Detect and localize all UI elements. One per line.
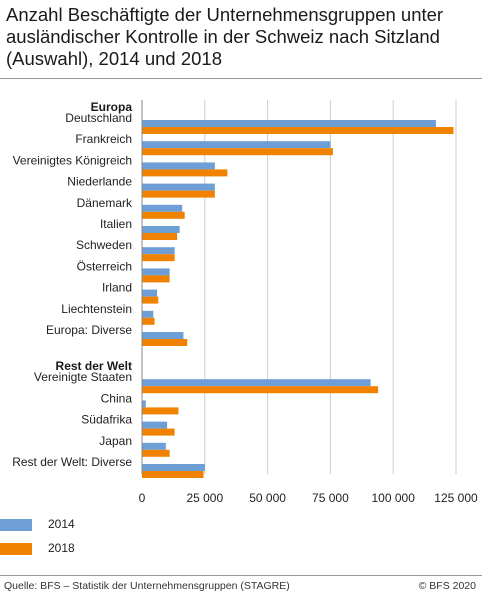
x-tick-label-1: 25 000	[186, 491, 223, 505]
category-label-deutschland: Deutschland	[65, 111, 132, 125]
footer-divider	[0, 575, 482, 576]
bar-2018-italien	[142, 233, 178, 240]
bar-2018-schweden	[142, 254, 175, 262]
category-label-daenemark: Dänemark	[77, 196, 133, 210]
bar-2018-rest-der-welt-diverse	[142, 471, 204, 478]
bar-2014-daenemark	[142, 204, 183, 212]
bar-2014-schweden	[142, 247, 175, 255]
bar-2014-frankreich	[142, 141, 331, 149]
chart-title: Anzahl Beschäftigte der Unternehmensgrup…	[6, 4, 444, 69]
bar-2014-suedafrika	[142, 421, 168, 429]
bar-2018-europa-diverse	[142, 339, 188, 346]
bar-2014-vereinigte-staaten	[142, 379, 371, 387]
group-label-rest-der-welt: Rest der Welt	[56, 359, 132, 373]
legend-swatch-2014	[0, 519, 32, 531]
bar-2014-europa-diverse	[142, 332, 184, 339]
bar-2014-vereinigtes-koenigreich	[142, 162, 215, 170]
bar-2018-frankreich	[142, 148, 333, 156]
category-label-niederlande: Niederlande	[67, 175, 132, 189]
bar-2018-japan	[142, 449, 170, 457]
category-label-vereinigtes-koenigreich: Vereinigtes Königreich	[13, 153, 132, 167]
bar-2014-oesterreich	[142, 268, 170, 276]
bar-2014-china	[142, 400, 146, 408]
bar-2014-rest-der-welt-diverse	[142, 464, 205, 471]
category-label-schweden: Schweden	[76, 238, 132, 252]
category-label-vereinigte-staaten: Vereinigte Staaten	[34, 370, 132, 384]
x-tick-label-3: 75 000	[312, 491, 349, 505]
bar-2018-deutschland	[142, 127, 454, 134]
category-label-japan: Japan	[99, 434, 132, 448]
category-label-suedafrika: Südafrika	[81, 413, 132, 427]
bar-2018-china	[142, 407, 179, 415]
category-label-europa-diverse: Europa: Diverse	[46, 323, 132, 337]
bar-2018-niederlande	[142, 190, 215, 198]
bar-2018-suedafrika	[142, 428, 175, 436]
category-label-italien: Italien	[100, 217, 132, 231]
x-tick-label-4: 100 000	[372, 491, 416, 505]
title-divider	[0, 78, 482, 79]
bar-2014-niederlande	[142, 183, 215, 191]
category-label-irland: Irland	[102, 281, 132, 295]
category-label-frankreich: Frankreich	[75, 132, 132, 146]
group-label-europa: Europa	[91, 100, 133, 114]
x-tick-label-5: 125 000	[434, 491, 478, 505]
bar-2018-liechtenstein	[142, 317, 155, 325]
bar-2018-vereinigtes-koenigreich	[142, 169, 228, 177]
source-note: Quelle: BFS – Statistik der Unternehmens…	[4, 580, 290, 592]
legend-label-2018: 2018	[48, 541, 75, 555]
bar-chart: 0 25 000 50 000 75 000 100 000 125 000EuropaD…	[12, 100, 478, 505]
bar-2014-irland	[142, 289, 158, 297]
bar-2018-irland	[142, 296, 159, 304]
bar-2018-vereinigte-staaten	[142, 386, 379, 394]
legend-label-2014: 2014	[48, 517, 75, 531]
bar-2018-oesterreich	[142, 275, 170, 283]
category-label-liechtenstein: Liechtenstein	[61, 302, 132, 316]
x-tick-label-0: 0	[139, 491, 146, 505]
bar-2014-japan	[142, 442, 166, 450]
category-label-rest-der-welt-diverse: Rest der Welt: Diverse	[12, 455, 132, 469]
bar-2014-liechtenstein	[142, 310, 154, 318]
category-label-oesterreich: Österreich	[77, 259, 132, 273]
category-label-china: China	[101, 391, 133, 405]
copyright-note: © BFS 2020	[418, 580, 476, 592]
bar-2014-deutschland	[142, 120, 436, 127]
legend-swatch-2018	[0, 543, 32, 555]
bar-2018-daenemark	[142, 211, 185, 219]
x-tick-label-2: 50 000	[249, 491, 286, 505]
bar-2014-italien	[142, 226, 180, 233]
